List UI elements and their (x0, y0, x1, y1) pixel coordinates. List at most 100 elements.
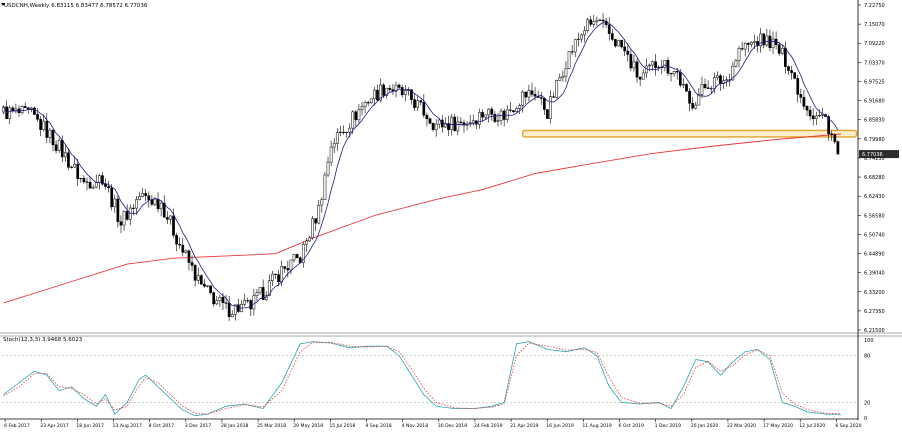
candle-body (777, 44, 781, 54)
candle-body (190, 262, 194, 266)
time-tick-label: 4 Nov 2018 (402, 423, 429, 429)
candle-body (295, 254, 299, 258)
price-tick-label: 6.85830 (864, 118, 885, 124)
price-tick-label: 7.03370 (864, 60, 885, 66)
time-tick-label: 18 Jun 2017 (76, 423, 104, 429)
candle-body (60, 140, 64, 158)
candle-body (258, 287, 262, 293)
candle-body (505, 109, 509, 120)
candle-body (614, 39, 617, 47)
candle-body (502, 110, 506, 120)
time-tick-label: 23 Apr 2017 (40, 423, 68, 429)
candle-body (570, 51, 574, 53)
candle-body (462, 122, 466, 126)
candle-body (369, 98, 373, 104)
candle-body (691, 103, 695, 109)
candle-body (771, 38, 775, 49)
candle-body (243, 300, 246, 305)
candle-body (301, 244, 305, 263)
candle-body (224, 302, 228, 304)
candle-body (580, 34, 583, 40)
time-tick-label: 26 Jan 2020 (691, 423, 719, 429)
candle-body (490, 108, 494, 115)
candle-body (712, 77, 716, 89)
candle-body (286, 268, 290, 271)
candle-body (719, 75, 722, 84)
candle-body (116, 198, 120, 222)
candle-body (576, 38, 580, 40)
candle-body (360, 106, 364, 111)
stoch-scale-label: 100 (864, 338, 874, 344)
candle-body (746, 42, 750, 45)
candle-body (339, 131, 342, 134)
candle-body (644, 65, 648, 74)
candle-body (73, 163, 76, 168)
price-tick-label: 6.97525 (864, 79, 885, 85)
candle-body (394, 84, 398, 92)
collapse-arrow-icon[interactable] (1, 3, 5, 6)
support-zone (522, 129, 858, 138)
candle-body (135, 199, 138, 209)
price-tick-label: 7.22750 (864, 3, 885, 9)
candle-body (558, 77, 562, 81)
candle-body (675, 71, 679, 73)
candle-body (125, 211, 129, 220)
candle-body (11, 107, 15, 112)
candle-body (586, 19, 589, 32)
candle-body (335, 132, 339, 144)
candle-body (836, 141, 840, 155)
time-tick-label: 21 Apr 2019 (510, 423, 538, 429)
candle-body (759, 33, 763, 47)
candle-body (620, 39, 623, 48)
candle-body (64, 152, 67, 158)
candle-body (51, 129, 55, 146)
candle-body (138, 196, 141, 200)
candle-body (706, 87, 710, 89)
candle-body (431, 122, 435, 130)
candle-body (110, 187, 114, 208)
time-tick-label: 12 Jul 2020 (799, 423, 825, 429)
candle-body (159, 202, 163, 210)
candle-body (196, 275, 200, 281)
candle-body (403, 90, 407, 96)
candle-body (787, 66, 790, 71)
candle-body (493, 114, 497, 122)
price-tick-label: 7.09220 (864, 41, 885, 47)
time-tick-label: 15 Jul 2018 (329, 423, 355, 429)
candle-body (82, 177, 86, 183)
candle-body (348, 127, 352, 133)
candle-body (388, 87, 392, 90)
candle-body (441, 119, 444, 128)
candle-body (101, 175, 104, 185)
candle-body (697, 93, 701, 106)
candle-body (669, 72, 673, 75)
candle-body (709, 88, 713, 90)
price-tick-label: 7.15070 (864, 22, 885, 28)
candle-body (88, 182, 92, 189)
candle-body (610, 33, 614, 40)
candle-body (178, 243, 182, 246)
candle-body (784, 47, 787, 67)
candle-body (131, 207, 135, 209)
candle-body (456, 121, 460, 132)
price-tick-label: 6.27350 (864, 309, 885, 315)
candle-body (527, 90, 531, 98)
candle-body (150, 199, 154, 205)
candle-body (23, 106, 27, 109)
candle-body (326, 161, 330, 176)
candle-body (249, 300, 253, 310)
candle-body (227, 302, 231, 318)
candle-body (793, 72, 796, 79)
candle-body (267, 280, 271, 296)
candle-body (233, 304, 237, 315)
candle-body (542, 98, 546, 110)
time-tick-label: 9 Sep 2018 (366, 423, 392, 429)
candle-body (685, 84, 688, 92)
price-tick-label: 6.21500 (864, 328, 885, 334)
price-tick-label: 6.68280 (864, 175, 885, 181)
candle-body (379, 84, 382, 101)
candle-body (471, 120, 475, 123)
time-tick-label: 1 Dec 2019 (655, 423, 682, 429)
